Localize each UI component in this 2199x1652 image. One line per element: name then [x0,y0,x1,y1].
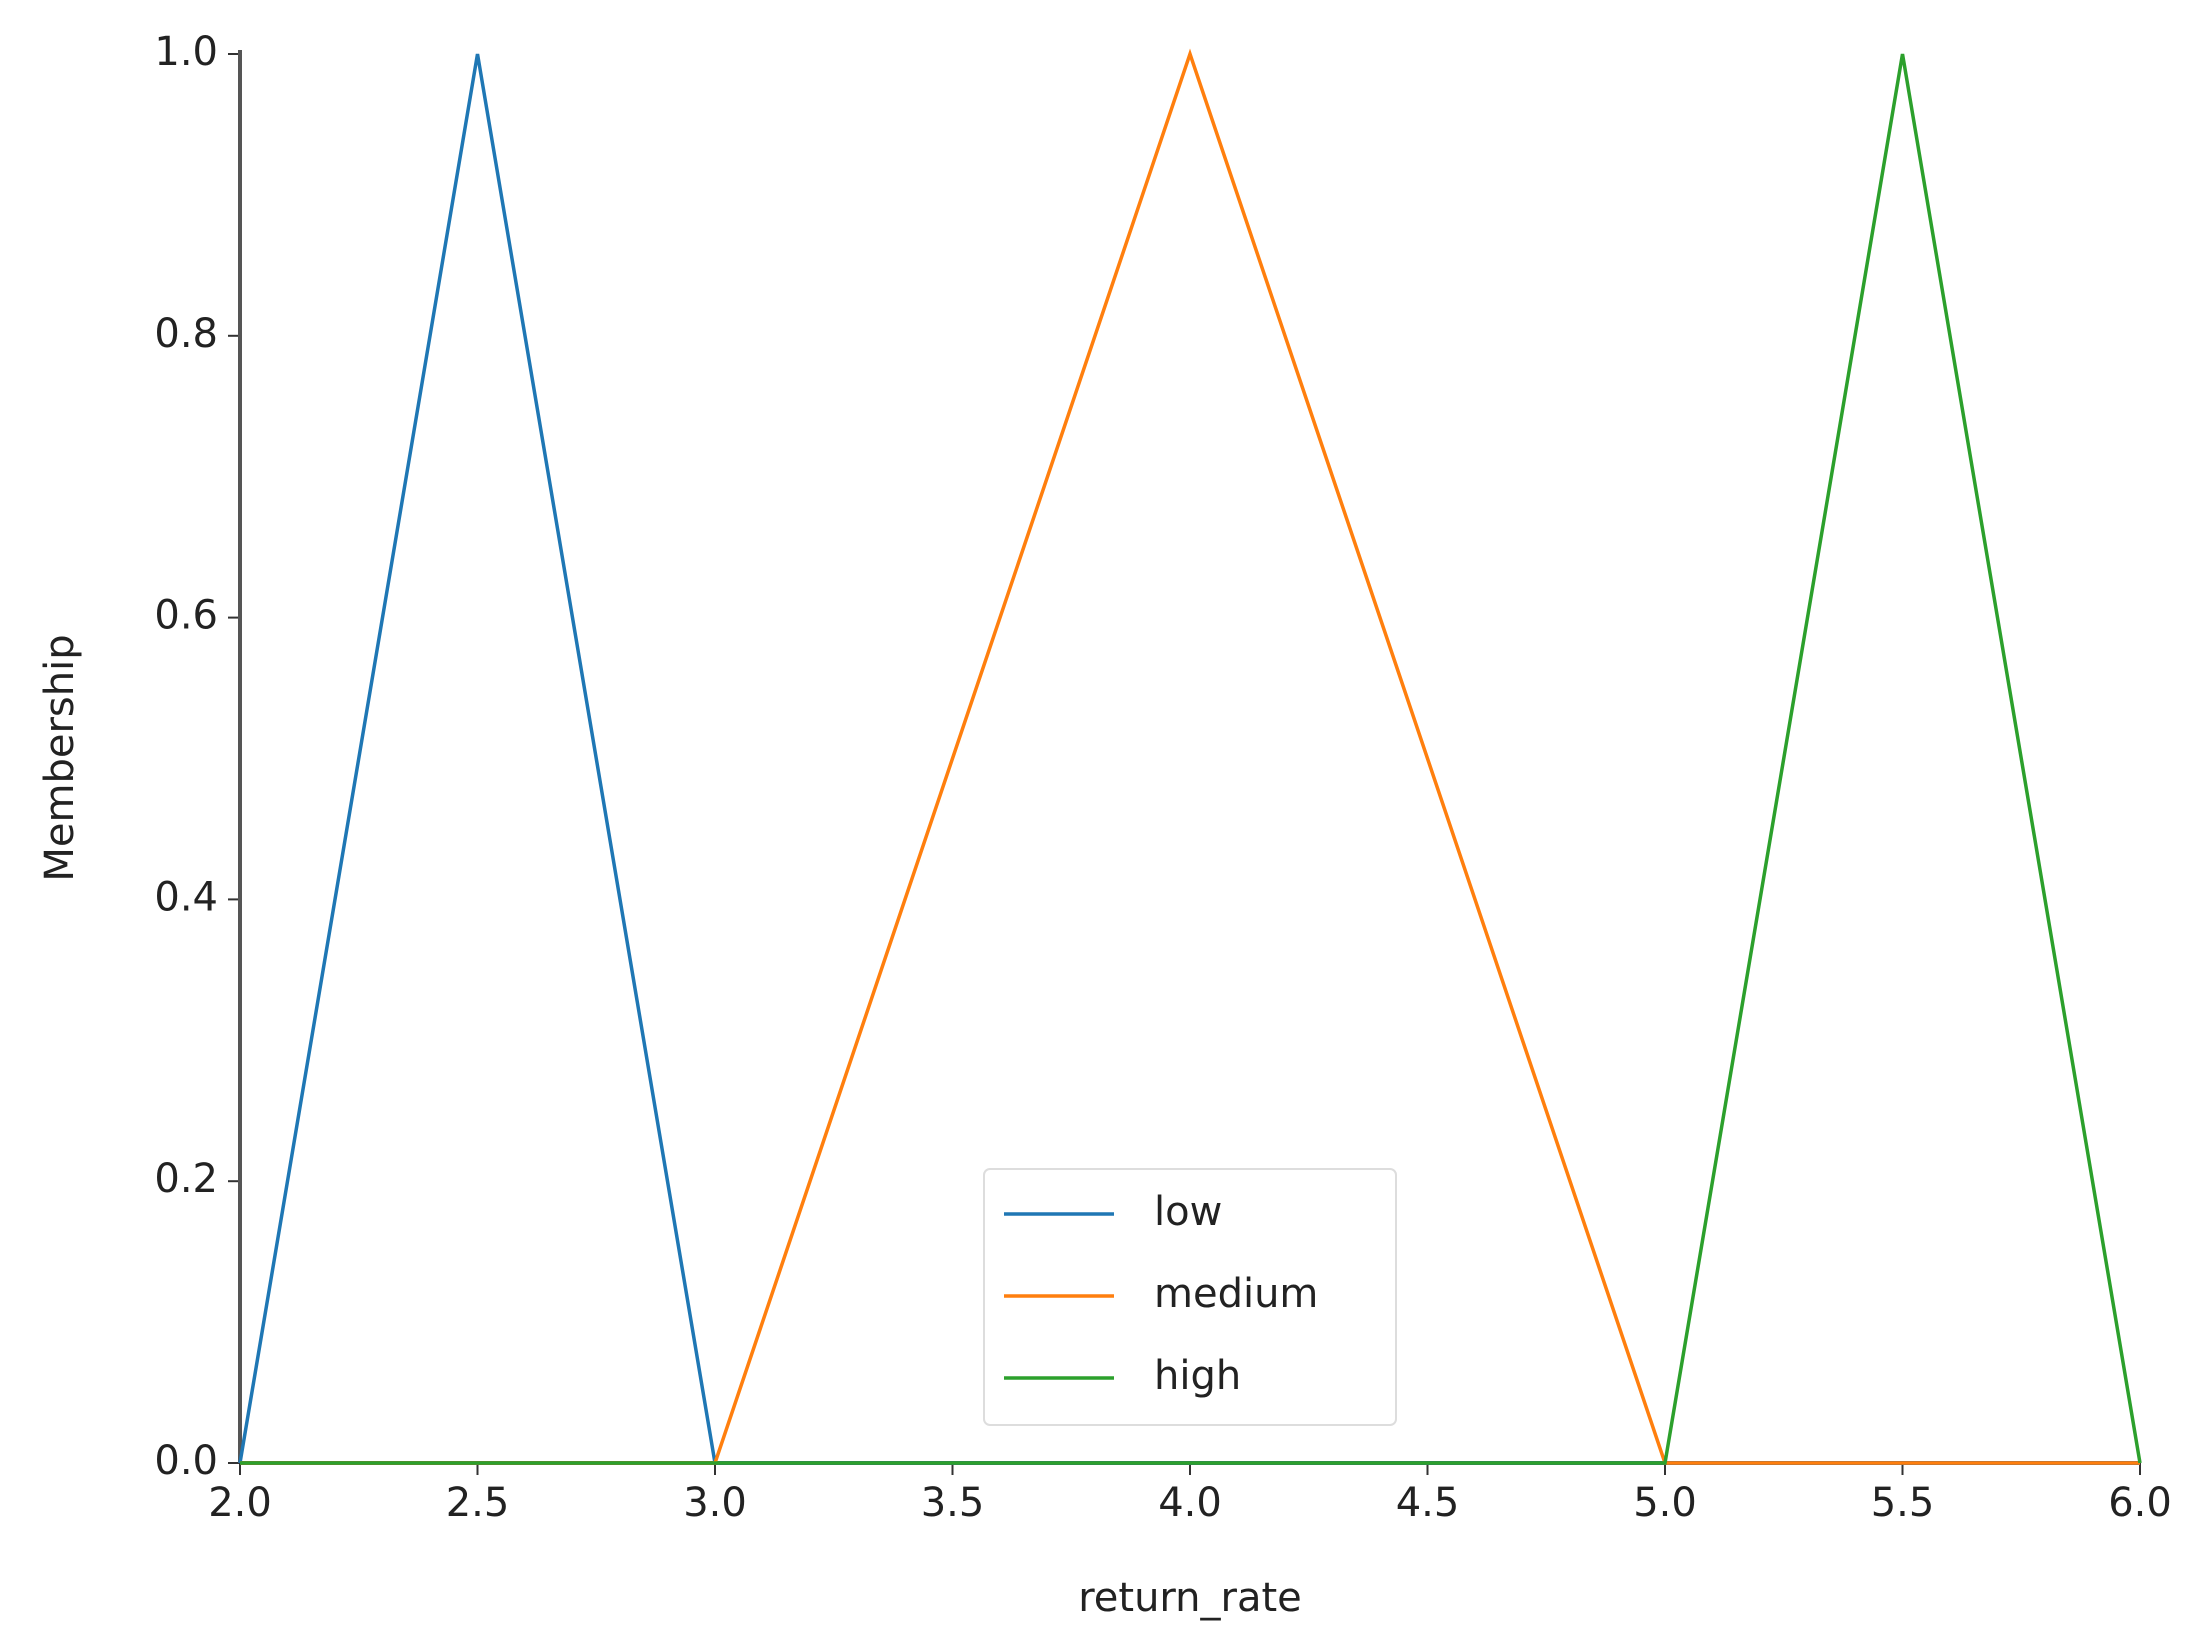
legend-label: medium [1154,1271,1318,1317]
y-tick-label: 0.0 [154,1438,218,1484]
y-tick-label: 0.8 [154,311,218,357]
x-tick-label: 3.0 [683,1480,747,1526]
x-tick-label: 6.0 [2108,1480,2172,1526]
legend-label: high [1154,1353,1241,1399]
y-axis-label: Membership [37,634,83,881]
series-line [240,53,2142,1465]
legend: low medium high [983,1168,1397,1426]
x-tick-label: 3.5 [921,1480,985,1526]
y-tick-label: 0.6 [154,593,218,639]
y-tick-label: 0.4 [154,874,218,920]
x-tick-label: 4.0 [1158,1480,1222,1526]
y-tick-label: 0.2 [154,1156,218,1202]
x-tick-label: 2.0 [208,1480,272,1526]
x-tick-label: 2.5 [446,1480,510,1526]
legend-box [983,1168,1397,1426]
x-tick-label: 4.5 [1396,1480,1460,1526]
x-tick-label: 5.5 [1871,1480,1935,1526]
legend-label: low [1154,1189,1222,1235]
x-axis-label: return_rate [1078,1575,1302,1621]
x-tick-label: 5.0 [1633,1480,1697,1526]
y-tick-label: 1.0 [154,29,218,75]
